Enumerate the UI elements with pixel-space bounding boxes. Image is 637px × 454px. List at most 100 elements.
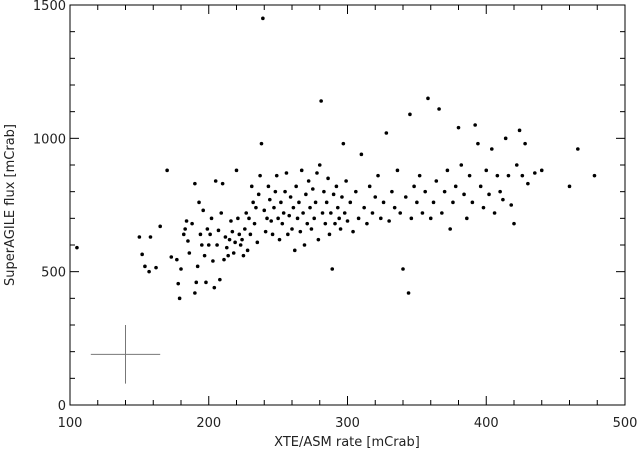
data-point [259,141,264,146]
data-point [341,141,346,146]
plot-frame [69,4,626,406]
data-point [354,189,358,194]
data-point [462,192,466,197]
data-point [312,216,317,221]
data-point [514,163,519,167]
data-point [567,184,572,189]
data-point [226,253,230,258]
data-point [313,200,318,205]
data-point [190,221,194,226]
x-tick-label: 400 [474,416,499,431]
data-point [240,237,244,242]
data-point [512,221,516,226]
data-point [280,221,285,226]
data-point [451,200,455,205]
x-tick-label: 500 [613,416,637,431]
data-point [315,171,319,175]
data-point [223,235,228,239]
data-point [216,228,221,233]
data-point [301,211,305,215]
data-point [323,221,328,226]
data-point [308,205,312,210]
y-tick-label: 0 [58,399,66,414]
data-point [304,192,308,197]
data-point [179,267,183,271]
data-point [137,235,142,239]
data-point [331,192,336,197]
data-point [431,200,436,205]
data-point [158,224,162,229]
axis-ticks [69,4,626,406]
data-point [255,240,260,245]
data-point [291,205,296,210]
data-point [143,264,147,269]
data-point [286,232,290,237]
data-point [401,267,405,271]
data-point [381,200,386,205]
data-point [209,216,214,221]
data-point [329,211,333,215]
data-point [187,251,192,255]
data-point [215,243,219,247]
data-point [423,189,428,194]
data-point [298,229,303,234]
data-point [294,184,298,189]
data-point [266,184,271,189]
data-point [181,232,186,237]
data-point [295,216,300,221]
data-point [415,200,419,205]
data-point [592,173,597,178]
data-point [576,147,580,151]
data-point [362,205,366,210]
data-point [448,227,452,231]
data-point [154,265,158,270]
data-point [262,208,267,213]
data-point [492,211,497,215]
data-point [229,219,233,223]
data-point [392,205,397,210]
data-point [175,257,179,262]
data-point [342,211,347,215]
data-point [376,173,380,178]
error-bar-example [90,325,161,384]
data-point [292,248,297,253]
data-point [183,227,187,231]
data-point [426,96,430,101]
data-point [428,216,433,221]
data-point [408,112,412,117]
data-point [234,168,239,173]
data-point [311,187,315,191]
data-point [184,219,189,223]
data-point [348,200,353,205]
data-point [201,208,205,213]
data-point [249,184,254,189]
data-point [509,203,514,207]
data-point [268,197,272,202]
data-point [506,173,511,178]
data-point [320,211,325,215]
data-point [517,128,522,133]
data-point [326,176,330,181]
data-point [459,163,464,167]
data-point [236,216,240,221]
data-point [197,200,201,205]
data-point [317,163,322,167]
data-point [420,211,425,215]
data-point [208,232,212,237]
data-point [140,252,144,257]
y-tick-label: 1000 [33,132,66,147]
data-point [487,192,491,197]
data-point [193,181,197,186]
axis-tick-labels: 100 200 300 400 500 0 500 1000 1500 [33,0,637,431]
data-point [412,184,416,189]
data-point [276,216,280,221]
y-tick-label: 500 [41,266,66,281]
data-point [227,237,232,242]
data-point [478,184,483,189]
data-point [205,227,210,231]
data-point [384,131,389,135]
data-point [283,189,287,194]
data-point [195,264,200,269]
data-point [465,216,469,221]
